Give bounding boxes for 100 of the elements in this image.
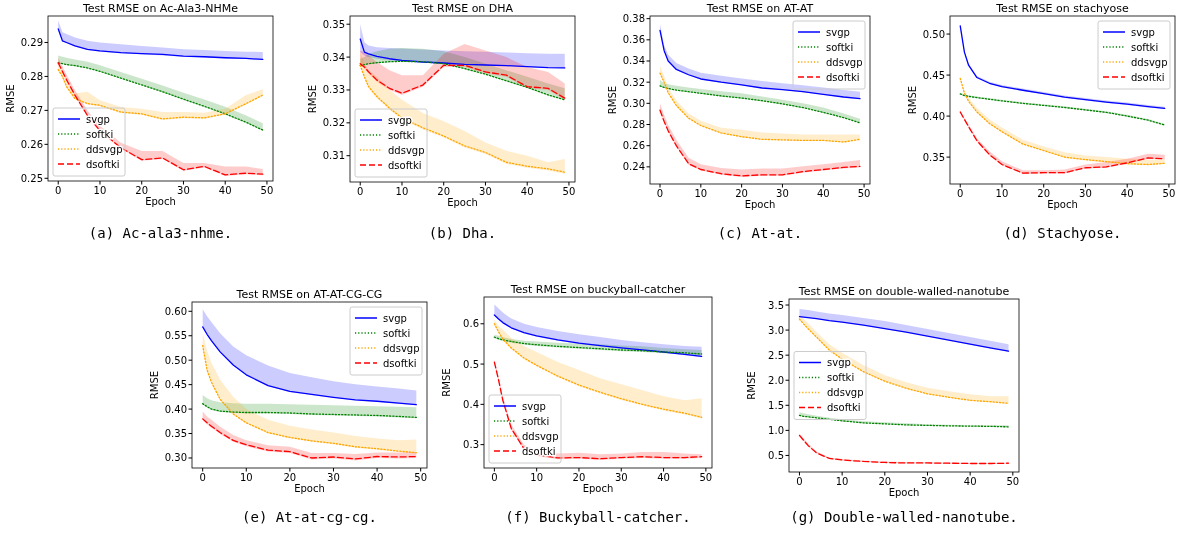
- line-series: [359, 38, 566, 69]
- legend-label: dsoftki: [826, 71, 860, 83]
- legend-label: svgp: [826, 26, 850, 38]
- y-tick-label: 0.35: [164, 428, 187, 440]
- legend-label: svgp: [388, 114, 412, 126]
- x-axis-title: Epoch: [145, 196, 176, 207]
- x-axis-title: Epoch: [447, 197, 478, 208]
- y-tick-label: 0.40: [922, 110, 945, 122]
- x-tick-label: 0: [491, 472, 498, 483]
- y-tick-label: 0.4: [463, 398, 479, 410]
- y-tick-label: 0.35: [322, 18, 345, 30]
- line-series: [202, 418, 417, 460]
- x-tick-label: 40: [657, 472, 670, 483]
- chart-title: Test RMSE on DHA: [410, 2, 514, 15]
- legend-label: softki: [1131, 41, 1159, 53]
- x-axis-title: Epoch: [744, 199, 776, 210]
- x-tick-label: 40: [218, 185, 232, 196]
- y-tick-label: 0.26: [20, 138, 43, 150]
- y-tick-label: 0.32: [622, 76, 645, 88]
- x-tick-label: 30: [776, 188, 789, 199]
- x-tick-label: 10: [395, 186, 409, 197]
- y-tick-label: 0.5: [768, 449, 784, 461]
- legend-label: ddsvgp: [1131, 56, 1168, 68]
- line-series: [57, 28, 264, 61]
- y-tick-label: 3.5: [768, 299, 784, 311]
- legend-label: softki: [827, 372, 855, 383]
- y-tick-label: 0.30: [164, 452, 187, 464]
- legend-label: ddsvgp: [86, 143, 123, 155]
- y-tick-label: 0.34: [622, 55, 645, 67]
- x-tick-label: 30: [1079, 188, 1092, 199]
- legend-label: softki: [388, 129, 416, 141]
- x-tick-label: 40: [370, 472, 384, 483]
- legend-label: ddsvgp: [383, 342, 420, 354]
- y-tick-label: 0.6: [463, 318, 479, 330]
- text: (g) Double-walled-nanotube.: [790, 509, 1018, 525]
- y-tick-label: 0.50: [922, 28, 945, 40]
- x-tick-label: 40: [520, 186, 534, 197]
- x-tick-label: 10: [239, 472, 253, 483]
- line-series: [493, 314, 703, 358]
- legend-label: ddsvgp: [827, 387, 864, 398]
- text: (c) At-at.: [717, 225, 803, 241]
- y-tick-label: 0.24: [622, 161, 645, 173]
- legend-label: dsoftki: [1131, 71, 1165, 83]
- y-tick-label: 0.55: [164, 330, 187, 342]
- y-tick-label: 0.30: [622, 97, 645, 109]
- legend-label: softki: [383, 327, 411, 339]
- y-tick-label: 2.0: [768, 374, 784, 386]
- legend-label: svgp: [1131, 26, 1155, 38]
- x-tick-label: 10: [835, 476, 849, 487]
- x-tick-label: 0: [656, 188, 664, 199]
- y-tick-label: 2.5: [768, 349, 784, 361]
- y-axis-title: RMSE: [607, 85, 618, 115]
- legend-label: dsoftki: [827, 402, 861, 413]
- chart-title: Test RMSE on double-walled-nanotube: [797, 285, 1010, 298]
- x-tick-label: 30: [921, 476, 934, 487]
- y-axis-title: RMSE: [149, 370, 160, 400]
- y-tick-label: 0.38: [622, 13, 645, 25]
- x-tick-label: 0: [199, 472, 206, 483]
- legend-label: ddsvgp: [826, 56, 863, 68]
- x-tick-label: 20: [135, 185, 149, 196]
- y-tick-label: 0.60: [164, 305, 187, 317]
- y-tick-label: 0.32: [322, 117, 345, 129]
- y-tick-label: 0.31: [322, 150, 345, 162]
- x-tick-label: 20: [572, 472, 586, 483]
- chart-title: Test RMSE on Ac-Ala3-NHMe: [81, 2, 239, 15]
- x-tick-label: 0: [957, 188, 964, 199]
- legend-label: svgp: [522, 400, 546, 412]
- x-tick-label: 50: [857, 188, 871, 199]
- x-tick-label: 30: [177, 185, 190, 196]
- x-axis-title: Epoch: [294, 483, 325, 494]
- y-tick-label: 0.50: [164, 354, 187, 366]
- legend-label: ddsvgp: [388, 144, 425, 156]
- x-tick-label: 20: [437, 186, 451, 197]
- legend-label: ddsvgp: [522, 430, 559, 442]
- x-tick-label: 0: [796, 476, 803, 487]
- legend-label: svgp: [383, 312, 407, 324]
- x-axis-title: Epoch: [582, 483, 614, 494]
- chart-title: Test RMSE on AT-AT-CG-CG: [235, 288, 383, 301]
- y-tick-label: 0.28: [622, 119, 645, 131]
- y-axis-title: RMSE: [441, 368, 452, 397]
- y-tick-label: 0.34: [322, 51, 345, 63]
- y-tick-label: 0.28: [20, 70, 43, 82]
- x-tick-label: 0: [357, 186, 364, 197]
- x-tick-label: 20: [878, 476, 892, 487]
- y-tick-label: 0.40: [164, 403, 187, 415]
- text: (a) Ac-ala3-nhme.: [88, 225, 233, 241]
- text: (f) Buckyball-catcher.: [505, 509, 691, 525]
- y-tick-label: 0.33: [322, 84, 345, 96]
- x-tick-label: 50: [699, 472, 713, 483]
- x-tick-label: 10: [530, 472, 544, 483]
- y-tick-label: 0.29: [20, 36, 43, 48]
- y-tick-label: 0.25: [20, 172, 43, 184]
- x-tick-label: 40: [963, 476, 977, 487]
- y-tick-label: 0.35: [922, 151, 945, 163]
- y-axis-title: RMSE: [746, 371, 757, 400]
- y-tick-label: 3.0: [768, 324, 784, 336]
- line-series: [202, 403, 417, 419]
- x-tick-label: 30: [614, 472, 628, 483]
- x-tick-label: 40: [1120, 188, 1134, 199]
- y-tick-label: 0.36: [622, 34, 645, 46]
